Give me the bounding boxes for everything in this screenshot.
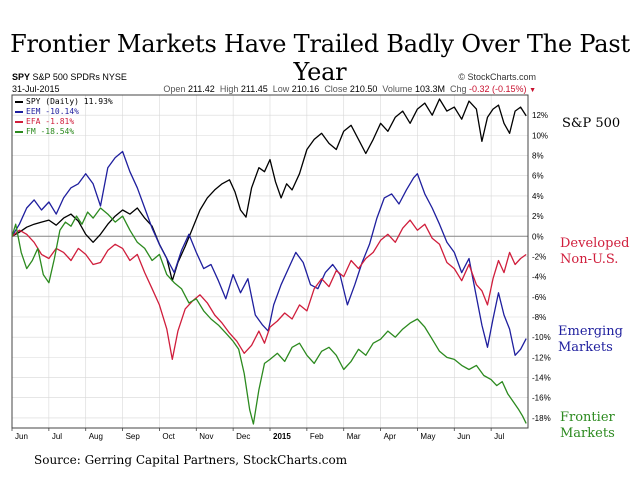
y-tick-label: -18% bbox=[532, 414, 551, 423]
series-layer bbox=[11, 98, 527, 425]
low-label: Low bbox=[272, 84, 290, 94]
legend-text-efa: EFA -1.81% bbox=[26, 117, 75, 126]
legend-swatch-efa bbox=[15, 120, 23, 123]
quote-row: 31-Jul-2015 Open 211.42 High 211.45 Low … bbox=[12, 84, 540, 95]
quote-date: 31-Jul-2015 bbox=[12, 84, 60, 94]
source-note: Source: Gerring Capital Partners, StockC… bbox=[34, 453, 348, 467]
side-label-fm-line-1: Frontier bbox=[560, 410, 615, 425]
y-tick-label: 0% bbox=[532, 232, 544, 241]
y-tick-label: 4% bbox=[532, 192, 544, 201]
legend: SPY (Daily) 11.93% EEM -10.14% EFA -1.81… bbox=[15, 97, 113, 137]
side-label-eem-line-1: Emerging bbox=[558, 324, 623, 339]
y-tick-label: 8% bbox=[532, 152, 544, 161]
x-tick-label: Apr bbox=[384, 432, 397, 441]
ticker-name: S&P 500 SPDRs NYSE bbox=[32, 72, 127, 82]
quote-values: Open 211.42 High 211.45 Low 210.16 Close… bbox=[163, 84, 536, 96]
y-tick-label: -2% bbox=[532, 252, 546, 261]
x-tick-label: Jun bbox=[457, 432, 470, 441]
side-label-spy: S&P 500 bbox=[562, 116, 620, 132]
down-arrow-icon: ▼ bbox=[529, 87, 536, 94]
close-label: Close bbox=[324, 84, 348, 94]
side-label-efa: Developed Non-U.S. bbox=[560, 236, 629, 268]
close-value: 210.50 bbox=[349, 84, 378, 94]
side-label-eem: Emerging Markets bbox=[558, 324, 623, 356]
chg-label: Chg bbox=[449, 84, 467, 94]
side-label-efa-line-2: Non-U.S. bbox=[560, 252, 619, 267]
legend-text-eem: EEM -10.14% bbox=[26, 107, 79, 116]
y-tick-label: 12% bbox=[532, 111, 548, 120]
open-label: Open bbox=[163, 84, 186, 94]
series-line-efa bbox=[11, 219, 527, 361]
legend-swatch-fm bbox=[15, 130, 23, 133]
y-tick-label: -10% bbox=[532, 333, 551, 342]
x-tick-label: Mar bbox=[347, 432, 361, 441]
legend-swatch-spy bbox=[15, 100, 23, 103]
chart-header: SPY S&P 500 SPDRs NYSE © StockCharts.com bbox=[12, 72, 540, 83]
series-line-fm bbox=[11, 207, 527, 425]
y-tick-label: 6% bbox=[532, 172, 544, 181]
x-tick-label: Dec bbox=[236, 432, 250, 441]
y-tick-label: -14% bbox=[532, 374, 551, 383]
x-axis: Jun Jul Aug Sep Oct Nov Dec 2015 Feb Mar Apr May Jun… bbox=[11, 428, 505, 441]
volume-label: Volume bbox=[382, 84, 413, 94]
y-axis: 12% 10% 8% 6% 4% 2% 0% -2% -4% -6% -8% -10% -12% -14%… bbox=[532, 111, 551, 423]
legend-swatch-eem bbox=[15, 110, 23, 113]
y-tick-label: -4% bbox=[532, 273, 546, 282]
legend-item-spy: SPY (Daily) 11.93% bbox=[15, 97, 113, 107]
y-tick-label: -16% bbox=[532, 394, 551, 403]
chg-value: -0.32 (-0.15%) bbox=[469, 84, 527, 94]
y-tick-label: -12% bbox=[532, 353, 551, 362]
high-label: High bbox=[219, 84, 239, 94]
y-tick-label: -8% bbox=[532, 313, 546, 322]
x-tick-label: Jul bbox=[494, 432, 504, 441]
legend-item-eem: EEM -10.14% bbox=[15, 107, 113, 117]
grid bbox=[11, 95, 528, 428]
x-tick-label: 2015 bbox=[273, 432, 291, 441]
series-line-spy bbox=[11, 98, 527, 282]
x-tick-label: Jul bbox=[52, 432, 62, 441]
open-value: 211.42 bbox=[187, 84, 215, 94]
low-value: 210.16 bbox=[291, 84, 320, 94]
x-tick-label: Jun bbox=[15, 432, 28, 441]
legend-item-efa: EFA -1.81% bbox=[15, 117, 113, 127]
x-tick-label: Feb bbox=[310, 432, 324, 441]
x-tick-label: Nov bbox=[199, 432, 213, 441]
ticker-symbol: SPY bbox=[12, 72, 31, 82]
y-tick-label: 10% bbox=[532, 131, 548, 140]
x-tick-label: Oct bbox=[162, 432, 175, 441]
volume-value: 103.3M bbox=[414, 84, 445, 94]
high-value: 211.45 bbox=[240, 84, 268, 94]
side-label-spy-line-1: S&P 500 bbox=[562, 116, 621, 131]
y-tick-label: -6% bbox=[532, 293, 546, 302]
legend-item-fm: FM -18.54% bbox=[15, 127, 113, 137]
y-tick-label: 2% bbox=[532, 212, 544, 221]
side-label-fm-line-2: Markets bbox=[560, 426, 615, 441]
series-line-eem bbox=[11, 150, 527, 356]
x-tick-label: Sep bbox=[126, 432, 141, 441]
x-tick-label: Aug bbox=[89, 432, 103, 441]
x-tick-label: May bbox=[420, 432, 435, 441]
side-label-eem-line-2: Markets bbox=[558, 340, 613, 355]
watermark: © StockCharts.com bbox=[458, 72, 536, 82]
legend-text-fm: FM -18.54% bbox=[26, 127, 75, 136]
page-title: Frontier Markets Have Trailed Badly Over… bbox=[10, 30, 630, 86]
legend-text-spy: SPY (Daily) 11.93% bbox=[26, 97, 113, 106]
side-label-fm: Frontier Markets bbox=[560, 410, 615, 442]
side-label-efa-line-1: Developed bbox=[560, 236, 630, 251]
